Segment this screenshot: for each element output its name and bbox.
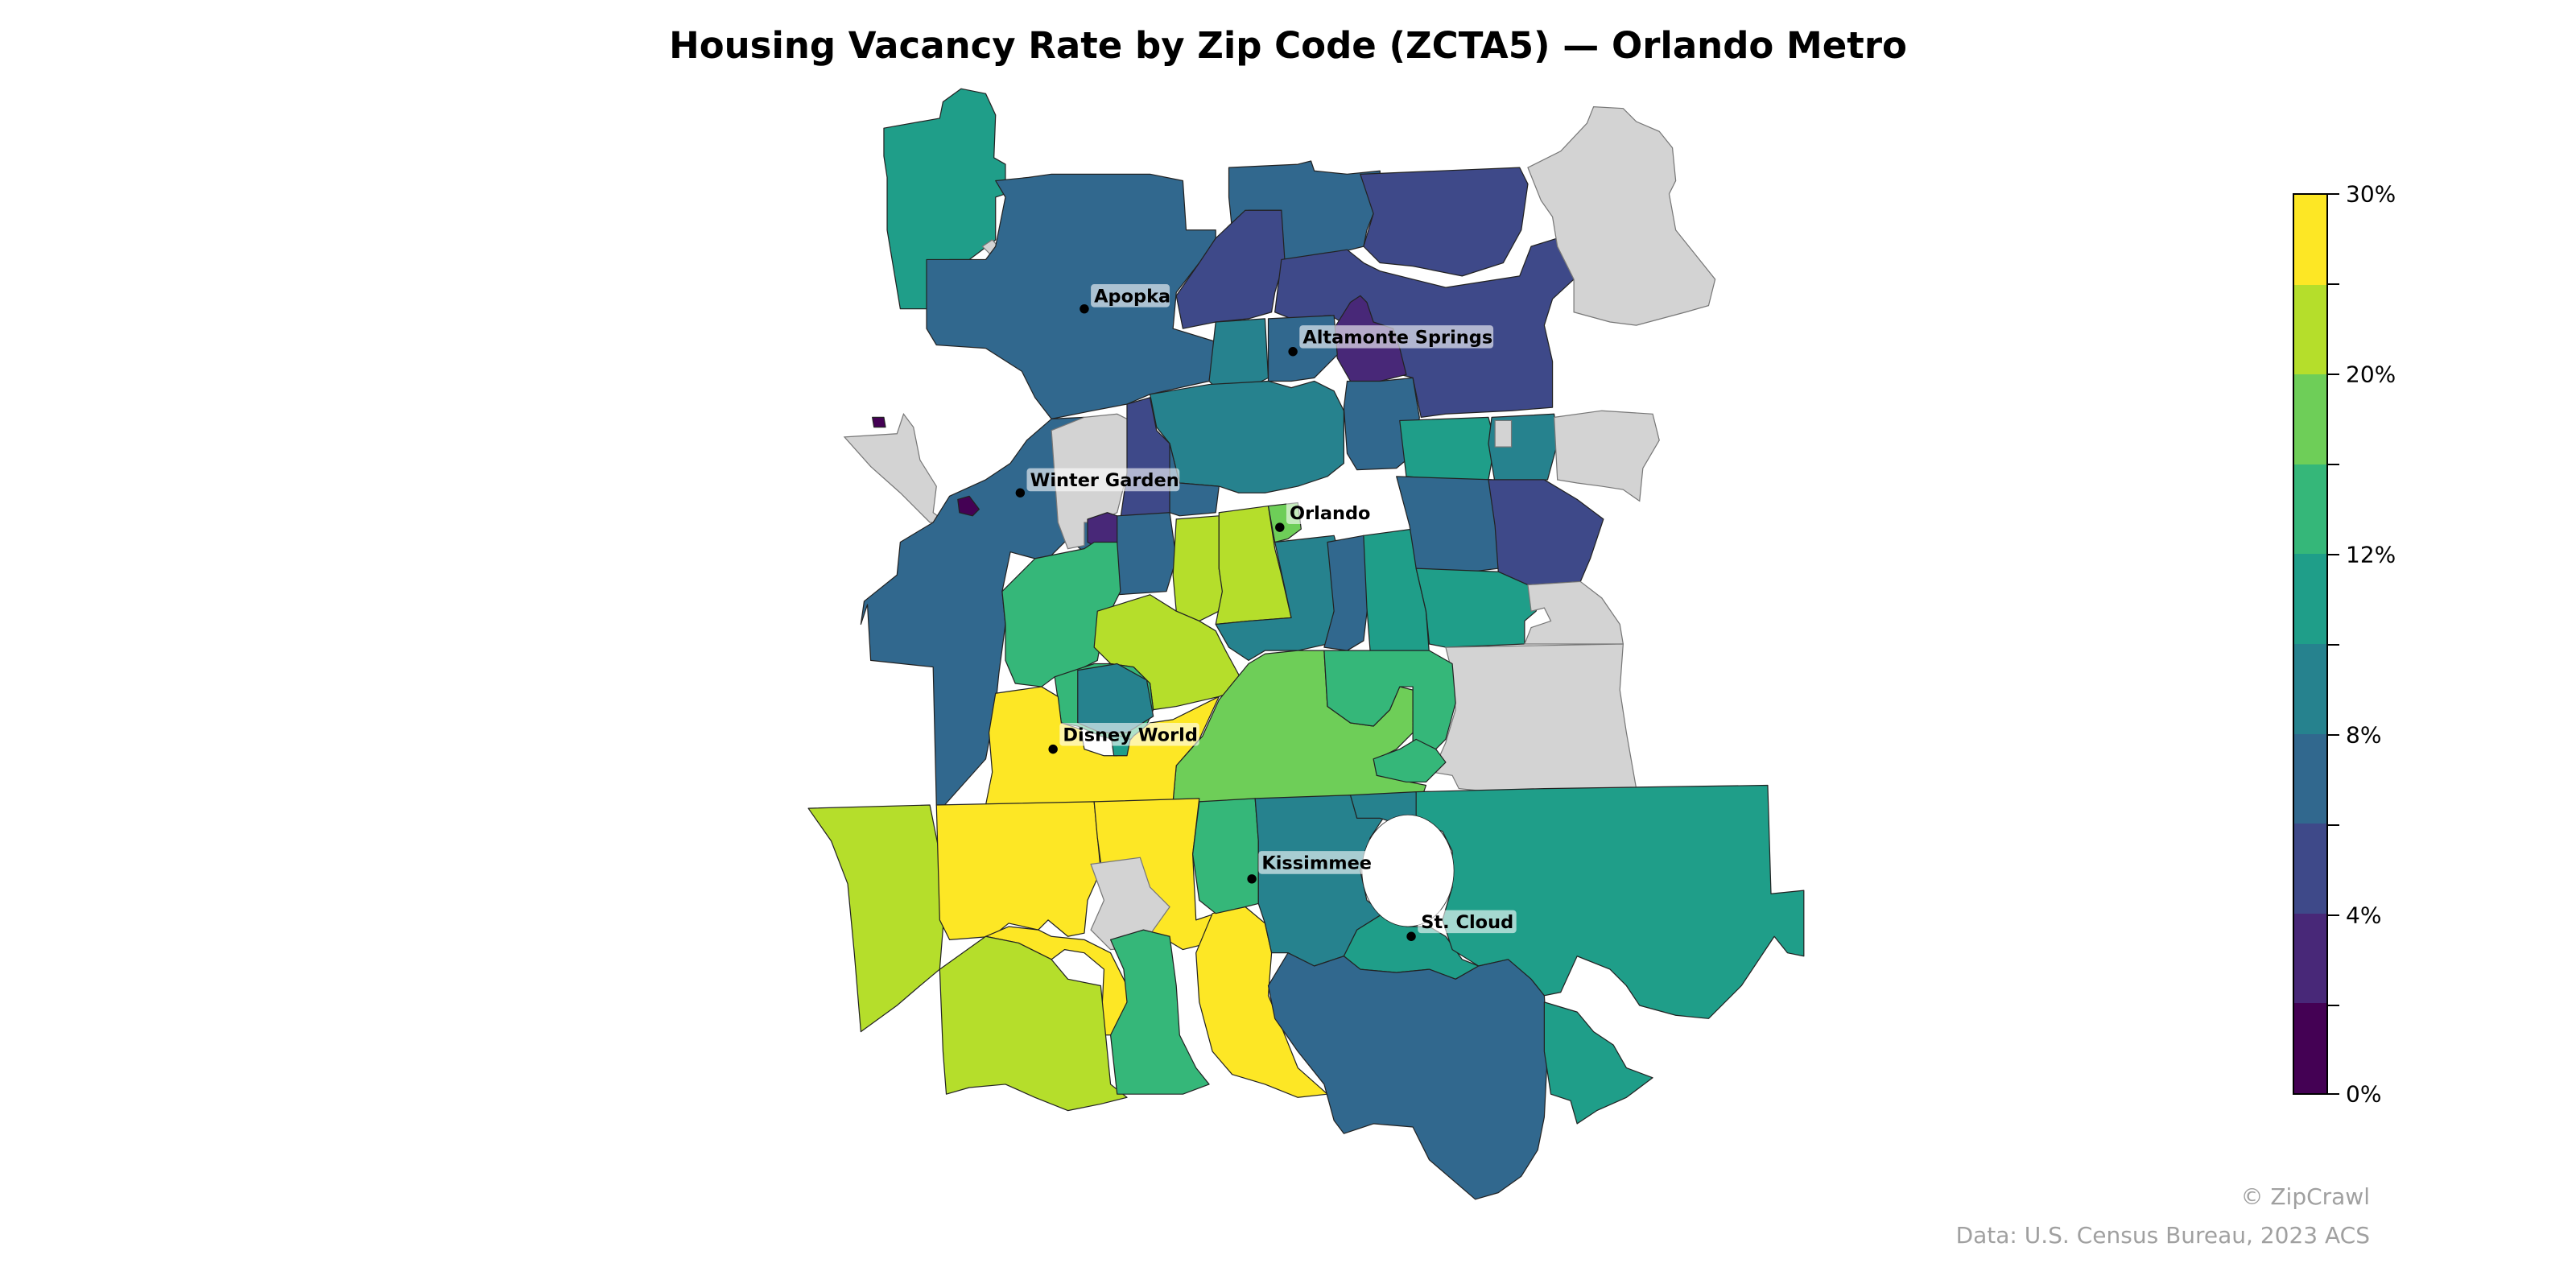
colorbar-tick: [2328, 374, 2339, 375]
city-dot-icon: [1275, 522, 1285, 532]
colorbar-tick: [2328, 554, 2339, 555]
label-background: [1258, 851, 1374, 874]
zip-region[interactable]: [1543, 1001, 1653, 1125]
map-title: Housing Vacancy Rate by Zip Code (ZCTA5)…: [669, 24, 1907, 67]
label-background: [1418, 910, 1517, 934]
colorbar-label-4: 4%: [2346, 902, 2382, 929]
zip-region[interactable]: [1415, 568, 1545, 648]
colorbar-tick: [2328, 1093, 2339, 1095]
colorbar-bin-10-12: [2294, 554, 2326, 644]
colorbar-tick: [2328, 283, 2339, 285]
colorbar-tick: [2328, 1005, 2339, 1006]
city-marker-disney-world[interactable]: Disney World: [1048, 722, 1199, 754]
city-dot-icon: [1288, 347, 1298, 357]
colorbar-label-0: 0%: [2346, 1080, 2382, 1108]
colorbar-bin-2-4: [2294, 913, 2326, 1004]
colorbar-label-20: 20%: [2346, 361, 2396, 388]
colorbar-bin-20-25: [2294, 284, 2326, 375]
city-marker-altamonte-springs[interactable]: Altamonte Springs: [1288, 325, 1494, 357]
zip-region[interactable]: [935, 801, 1101, 940]
zip-region[interactable]: [1172, 515, 1227, 622]
label-background: [1286, 501, 1373, 525]
colorbar-tick: [2328, 734, 2339, 736]
zip-region[interactable]: [872, 416, 886, 428]
zip-region-no-data[interactable]: [1431, 643, 1637, 793]
colorbar-tick: [2328, 193, 2339, 195]
city-dot-icon: [1048, 744, 1058, 754]
lake-tohopekaliga: [1361, 814, 1455, 927]
colorbar-bin-0-2: [2294, 1003, 2326, 1093]
colorbar-bin-12-16: [2294, 464, 2326, 555]
label-background: [1299, 325, 1494, 349]
colorbar-tick: [2328, 464, 2339, 465]
zip-region[interactable]: [1109, 929, 1210, 1095]
zip-region[interactable]: [1192, 798, 1259, 914]
zip-region[interactable]: [1267, 952, 1549, 1200]
zip-region[interactable]: [1208, 318, 1269, 389]
zip-region[interactable]: [1117, 512, 1177, 596]
city-marker-winter-garden[interactable]: Winter Garden: [1015, 468, 1180, 497]
colorbar-tick: [2328, 644, 2339, 646]
zip-region[interactable]: [1323, 650, 1456, 757]
city-label: Altamonte Springs: [1302, 328, 1492, 349]
zip-region[interactable]: [939, 935, 1128, 1112]
zip-region[interactable]: [1488, 479, 1604, 586]
data-source-text: Data: U.S. Census Bureau, 2023 ACS: [1955, 1222, 2370, 1249]
colorbar-label-12: 12%: [2346, 541, 2396, 568]
colorbar-bin-25-30: [2294, 195, 2326, 285]
zip-region-no-data[interactable]: [1553, 410, 1660, 502]
city-marker-kissimmee[interactable]: Kissimmee: [1247, 851, 1374, 884]
zip-region[interactable]: [1360, 167, 1529, 277]
label-background: [1059, 722, 1199, 746]
city-label: St. Cloud: [1421, 912, 1513, 933]
zip-region-no-data[interactable]: [843, 412, 948, 523]
city-marker-st-cloud[interactable]: St. Cloud: [1406, 910, 1517, 941]
city-label: Winter Garden: [1030, 470, 1179, 491]
zip-region[interactable]: [883, 88, 1006, 310]
colorbar-bin-4-6: [2294, 824, 2326, 914]
colorbar-label-8: 8%: [2346, 721, 2382, 749]
colorbar-tick: [2328, 914, 2339, 916]
city-marker-orlando[interactable]: Orlando: [1275, 501, 1373, 532]
label-background: [1026, 468, 1180, 492]
label-background: [1091, 284, 1170, 308]
zip-region-no-data[interactable]: [1494, 419, 1513, 448]
zip-region[interactable]: [807, 804, 947, 1033]
zip-region-no-data[interactable]: [1527, 106, 1716, 326]
city-label: Kissimmee: [1261, 853, 1372, 874]
zip-region[interactable]: [957, 495, 980, 517]
city-label: Disney World: [1063, 724, 1197, 745]
zip-region[interactable]: [1373, 738, 1447, 783]
city-marker-apopka[interactable]: Apopka: [1080, 284, 1170, 314]
colorbar-bin-16-20: [2294, 374, 2326, 464]
city-label: Apopka: [1094, 287, 1170, 308]
colorbar-bin-8-10: [2294, 643, 2326, 734]
zip-region[interactable]: [1175, 209, 1286, 329]
zip-region[interactable]: [1399, 416, 1496, 481]
copyright-text: © ZipCrawl: [2240, 1183, 2370, 1210]
colorbar-label-30: 30%: [2346, 180, 2396, 208]
city-dot-icon: [1015, 488, 1026, 497]
city-dot-icon: [1080, 303, 1089, 314]
colorbar: [2293, 193, 2328, 1095]
colorbar-bin-6-8: [2294, 733, 2326, 824]
city-dot-icon: [1406, 931, 1416, 941]
city-label: Orlando: [1290, 503, 1370, 524]
city-markers: Apopka Altamonte Springs Winter Garden O…: [1015, 284, 1517, 941]
zip-regions: [807, 88, 1805, 1200]
colorbar-tick: [2328, 824, 2339, 826]
zip-region[interactable]: [1415, 784, 1805, 1019]
zip-region-no-data[interactable]: [1523, 580, 1624, 645]
city-dot-icon: [1247, 874, 1257, 884]
